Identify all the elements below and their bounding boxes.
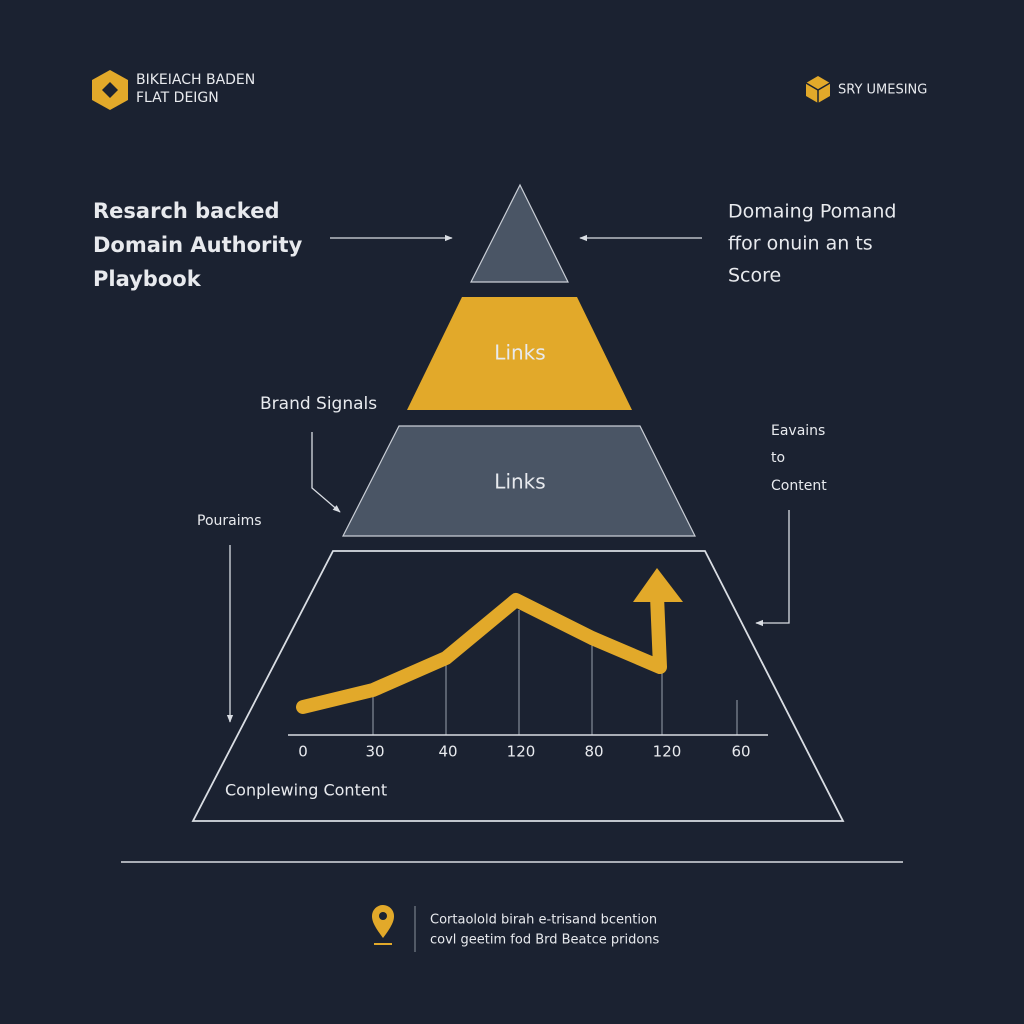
base-label: Conplewing Content: [225, 781, 387, 800]
callout: Eavains: [771, 423, 825, 439]
heading: Resarch backed: [93, 199, 279, 223]
right-note: Domaing Pomand: [728, 201, 897, 223]
connector: [755, 510, 790, 627]
right-note: ffor onuin an ts: [728, 233, 873, 255]
heading: Domain Authority: [93, 233, 303, 257]
right-note: Score: [728, 265, 781, 287]
axis-label: 60: [731, 743, 750, 761]
tier-label: Links: [494, 341, 545, 365]
logo-icon: [92, 70, 128, 110]
heading: Playbook: [93, 267, 202, 291]
pyramid-base: [191, 550, 845, 822]
callout: Brand Signals: [260, 394, 377, 414]
pin-icon: [372, 905, 394, 945]
axis-label: 120: [653, 743, 682, 761]
axis-label: 0: [298, 743, 308, 761]
badge-icon: [805, 76, 831, 103]
axis-label: 120: [507, 743, 536, 761]
pyramid-top: [470, 183, 569, 283]
axis-label: 40: [438, 743, 457, 761]
connector: [311, 432, 341, 513]
footer-text: Cortaolold birah e-trisand bcention: [430, 913, 657, 928]
chart-grid: [372, 610, 738, 735]
trend-arrow: [633, 568, 683, 602]
badge-text: SRY UMESING: [838, 83, 927, 98]
logo-text: BIKEIACH BADEN: [136, 72, 255, 88]
tier-label: Links: [494, 470, 545, 494]
pyramid-tier: [342, 425, 696, 537]
axis-label: 80: [584, 743, 603, 761]
pyramid-tier: [407, 297, 632, 410]
callout: Pouraims: [197, 513, 262, 529]
trend-line: [296, 589, 667, 714]
callout: Content: [771, 478, 827, 494]
footer-text: covl geetim fod Brd Beatce pridons: [430, 933, 660, 948]
callout: to: [771, 450, 785, 466]
logo-text: FLAT DEIGN: [136, 90, 219, 106]
axis-label: 30: [365, 743, 384, 761]
